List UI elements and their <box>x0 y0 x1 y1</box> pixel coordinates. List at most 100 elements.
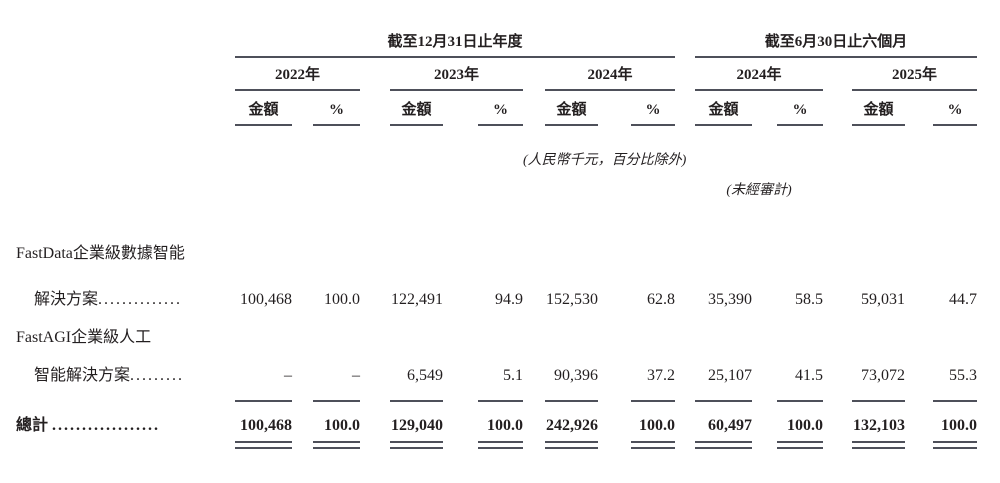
fastagi-label-row: FastAGI企業級人工 <box>0 309 977 347</box>
subtotal-rule <box>905 385 978 402</box>
amount-header: 金額 <box>360 91 443 126</box>
total-value-cell: 100.0 <box>639 416 676 434</box>
total-value-cell: 100.0 <box>487 416 523 434</box>
empty-cell <box>0 435 235 449</box>
year-header-fy-2024: 2024年 <box>523 58 676 91</box>
grand-total-double-rule <box>235 435 292 449</box>
amount-header: 金額 <box>823 91 906 126</box>
amount-percent-header-row: 金額 % 金額 % 金額 % 金額 % 金額 % <box>0 91 978 126</box>
amount-header: 金額 <box>675 91 753 126</box>
col-group-fy: 截至12月31日止年度 <box>235 0 676 58</box>
grand-total-double-rule <box>443 435 523 449</box>
subtotal-rule <box>598 385 676 402</box>
amount-header: 金額 <box>235 91 292 126</box>
dot-leader: ......... <box>130 366 185 384</box>
subtotal-rule <box>360 385 443 402</box>
value-cell: 152,530 <box>546 290 598 308</box>
value-cell: 35,390 <box>708 290 753 308</box>
empty-cell <box>0 126 235 169</box>
grand-total-double-rule <box>523 435 598 449</box>
total-value-cell: 129,040 <box>391 416 443 434</box>
row-label-fastagi-line2: 智能解決方案......... <box>0 347 235 385</box>
grand-total-double-rule <box>675 435 753 449</box>
value-cell: 6,549 <box>407 366 443 384</box>
total-value-cell: 242,926 <box>546 416 598 434</box>
unaudited-note-row: (未經審計) <box>0 169 977 199</box>
subtotal-rule-row <box>0 385 978 402</box>
period-group-header-row: 截至12月31日止年度 截至6月30日止六個月 <box>0 0 978 58</box>
empty-cell <box>675 126 977 169</box>
total-value-cell: 100.0 <box>324 416 360 434</box>
year-header-h1-2024: 2024年 <box>675 58 824 91</box>
subtotal-rule <box>523 385 598 402</box>
year-label: 2024年 <box>695 67 824 91</box>
value-cell: – <box>352 366 360 384</box>
percent-header: % <box>443 91 523 126</box>
empty-cell <box>0 58 235 91</box>
value-cell: 58.5 <box>795 290 824 308</box>
revenue-breakdown-table: 截至12月31日止年度 截至6月30日止六個月 2022年 2023年 2024… <box>0 0 978 449</box>
value-cell: 59,031 <box>861 290 906 308</box>
subtotal-rule <box>823 385 906 402</box>
empty-cell <box>235 245 977 287</box>
value-cell: – <box>284 366 292 384</box>
label-text: 智能解決方案 <box>34 366 131 384</box>
year-header-row: 2022年 2023年 2024年 2024年 2025年 <box>0 58 978 91</box>
unaudited-note: (未經審計) <box>726 182 792 198</box>
year-label: 2023年 <box>390 67 523 91</box>
value-cell: 37.2 <box>647 366 676 384</box>
year-label: 2024年 <box>545 67 676 91</box>
percent-header: % <box>905 91 978 126</box>
value-cell: 62.8 <box>647 290 676 308</box>
percent-header: % <box>598 91 676 126</box>
subtotal-rule <box>292 385 360 402</box>
empty-cell <box>0 385 235 402</box>
subtotal-rule <box>752 385 824 402</box>
empty-cell <box>823 169 977 199</box>
empty-cell <box>235 126 523 169</box>
empty-cell <box>235 309 977 347</box>
dot-leader: .............. <box>98 290 183 308</box>
empty-cell <box>235 169 675 199</box>
total-value-cell: 132,103 <box>853 416 906 434</box>
value-cell: 5.1 <box>503 366 523 384</box>
value-cell: 94.9 <box>495 290 523 308</box>
value-cell: 100.0 <box>324 290 360 308</box>
dot-leader: .................. <box>52 416 161 434</box>
value-cell: 25,107 <box>708 366 753 384</box>
grand-total-double-rule <box>292 435 360 449</box>
row-label-fastdata-line1: FastData企業級數據智能 <box>16 245 185 262</box>
year-label: 2022年 <box>235 67 360 91</box>
total-value-cell: 100.0 <box>787 416 824 434</box>
value-cell: 73,072 <box>861 366 906 384</box>
subtotal-rule <box>675 385 753 402</box>
total-value-cell: 60,497 <box>708 416 753 434</box>
value-cell: 100,468 <box>240 290 292 308</box>
value-cell: 41.5 <box>795 366 824 384</box>
row-label-fastdata-line2: 解決方案.............. <box>0 287 235 309</box>
value-cell: 44.7 <box>949 290 978 308</box>
total-row: 總計 .................. 100,468 100.0 129,… <box>0 402 977 435</box>
label-text: 總計 <box>16 416 49 434</box>
label-text: 解決方案 <box>34 290 99 308</box>
col-group-h1-title: 截至6月30日止六個月 <box>695 34 978 58</box>
fastdata-values-row: 解決方案.............. 100,468 100.0 122,491… <box>0 287 977 309</box>
col-group-h1: 截至6月30日止六個月 <box>675 0 978 58</box>
year-header-fy-2022: 2022年 <box>235 58 360 91</box>
value-cell: 122,491 <box>391 290 443 308</box>
empty-cell <box>0 169 235 199</box>
total-label: 總計 .................. <box>0 402 235 435</box>
year-header-h1-2025: 2025年 <box>823 58 978 91</box>
empty-cell <box>0 199 977 245</box>
units-note-row: (人民幣千元，百分比除外) <box>0 126 977 169</box>
grand-total-double-rule <box>752 435 824 449</box>
amount-header: 金額 <box>523 91 598 126</box>
grand-total-double-rule <box>905 435 978 449</box>
value-cell: 90,396 <box>554 366 598 384</box>
subtotal-rule <box>235 385 292 402</box>
grand-total-double-rule <box>823 435 906 449</box>
units-note: (人民幣千元，百分比除外) <box>523 152 687 168</box>
total-value-cell: 100,468 <box>240 416 292 434</box>
grand-total-double-rule <box>360 435 443 449</box>
year-label: 2025年 <box>852 67 978 91</box>
